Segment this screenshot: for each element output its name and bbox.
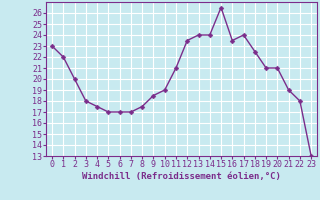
X-axis label: Windchill (Refroidissement éolien,°C): Windchill (Refroidissement éolien,°C) xyxy=(82,172,281,181)
